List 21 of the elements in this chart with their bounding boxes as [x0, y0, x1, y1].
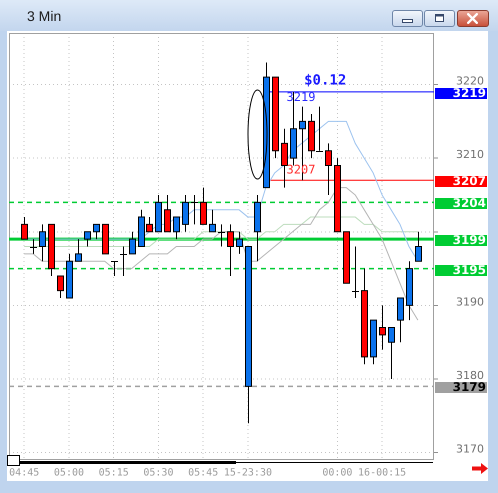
x-tick-label: 15-23:30: [224, 468, 272, 479]
x-tick-label: 05:15: [98, 468, 129, 479]
x-tick-label: 05:00: [54, 468, 84, 479]
x-tick-label: 05:30: [143, 468, 174, 479]
y-tick-label: 3190: [456, 295, 484, 308]
ref-line-label: 3199: [452, 233, 486, 248]
chart-title: 3 Min: [27, 8, 62, 24]
y-tick-label: 3220: [456, 74, 484, 88]
x-tick-label: 16-00:15: [358, 468, 406, 479]
ref-line-label: 3179: [452, 380, 486, 394]
x-tick-label: 05:45: [188, 468, 218, 479]
y-tick-label: 3170: [456, 442, 484, 456]
x-tick-label: 00:00: [322, 468, 352, 479]
ref-line-label: 3195: [452, 263, 486, 278]
ref-line-label: 3207: [452, 174, 486, 188]
x-tick-label: 04:45: [9, 468, 40, 479]
ref-line-label: 3219: [452, 86, 486, 100]
ref-line-label: 3204: [452, 196, 486, 210]
y-tick-label: 3210: [456, 148, 484, 162]
annotation: $0.12: [304, 72, 346, 88]
y-tick-label: 3180: [456, 368, 484, 382]
